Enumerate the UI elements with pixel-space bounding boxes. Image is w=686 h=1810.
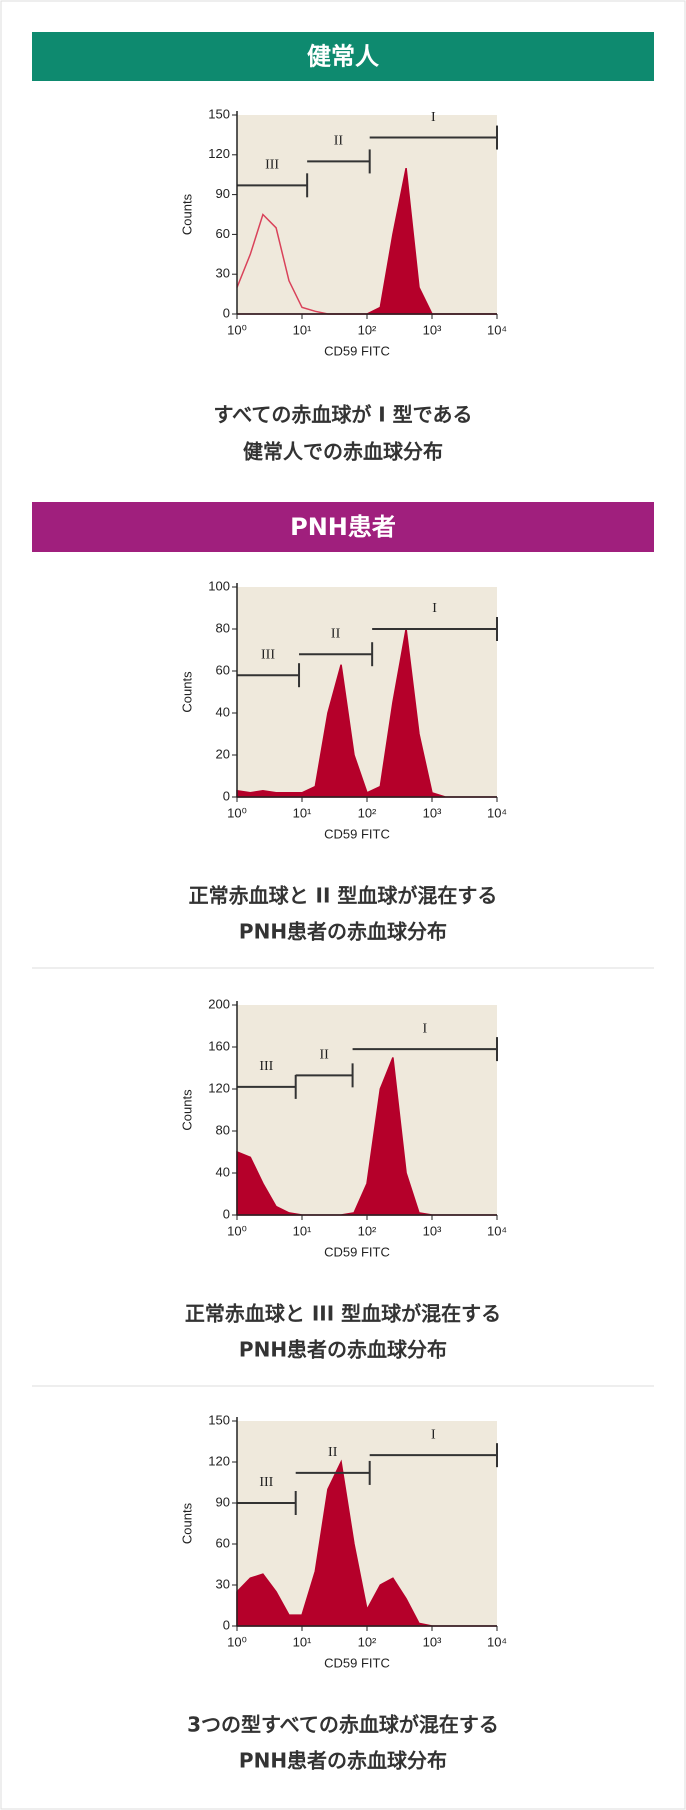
gate-label: I	[432, 601, 437, 616]
y-tick-label: 30	[216, 266, 230, 281]
caption: 健常人での赤血球分布	[243, 440, 443, 464]
caption: 正常赤血球と III 型血球が混在する	[185, 1302, 501, 1326]
x-tick-label: 10⁴	[487, 805, 507, 820]
plot-area	[237, 115, 497, 314]
gate-label: II	[319, 1048, 329, 1063]
y-axis-label: Counts	[179, 1502, 194, 1544]
y-tick-label: 150	[208, 106, 230, 121]
x-tick-label: 10¹	[293, 1634, 312, 1649]
x-tick-label: 10²	[358, 1634, 377, 1649]
gate-label: III	[261, 647, 275, 662]
y-tick-label: 0	[223, 1206, 230, 1221]
y-tick-label: 60	[216, 1535, 230, 1550]
x-tick-label: 10⁰	[227, 322, 247, 337]
gate-label: II	[328, 1445, 338, 1460]
y-axis-label: Counts	[179, 193, 194, 235]
caption: PNH患者の赤血球分布	[239, 920, 447, 944]
plot-area	[237, 587, 497, 797]
x-tick-label: 10⁴	[487, 322, 507, 337]
y-tick-label: 90	[216, 186, 230, 201]
section-header	[32, 502, 654, 552]
y-tick-label: 200	[208, 996, 230, 1011]
caption: PNH患者の赤血球分布	[239, 1749, 447, 1773]
y-tick-label: 90	[216, 1494, 230, 1509]
y-tick-label: 150	[208, 1412, 230, 1427]
x-tick-label: 10³	[423, 322, 442, 337]
y-tick-label: 20	[216, 746, 230, 761]
x-axis-label: CD59 FITC	[324, 1655, 390, 1670]
x-axis-label: CD59 FITC	[324, 826, 390, 841]
gate-label: I	[431, 110, 436, 125]
gate-label: III	[259, 1475, 273, 1490]
section-title: 健常人	[307, 43, 379, 71]
section-title: PNH患者	[290, 513, 396, 541]
y-axis-label: Counts	[179, 671, 194, 713]
x-tick-label: 10¹	[293, 1223, 312, 1238]
gate-label: I	[422, 1021, 427, 1036]
x-tick-label: 10³	[423, 1223, 442, 1238]
x-tick-label: 10⁴	[487, 1223, 507, 1238]
x-tick-label: 10⁰	[227, 1634, 247, 1649]
x-tick-label: 10²	[358, 322, 377, 337]
y-tick-label: 30	[216, 1576, 230, 1591]
y-tick-label: 80	[216, 1122, 230, 1137]
y-tick-label: 80	[216, 620, 230, 635]
y-tick-label: 160	[208, 1038, 230, 1053]
y-tick-label: 0	[223, 305, 230, 320]
gate-label: I	[431, 1427, 436, 1442]
y-tick-label: 40	[216, 704, 230, 719]
x-tick-label: 10³	[423, 805, 442, 820]
gate-label: III	[259, 1059, 273, 1074]
y-tick-label: 60	[216, 662, 230, 677]
x-axis-label: CD59 FITC	[324, 343, 390, 358]
caption: 3つの型すべての赤血球が混在する	[187, 1713, 499, 1737]
x-tick-label: 10¹	[293, 322, 312, 337]
gate-label: II	[331, 626, 341, 641]
x-tick-label: 10¹	[293, 805, 312, 820]
y-tick-label: 60	[216, 226, 230, 241]
y-tick-label: 120	[208, 1453, 230, 1468]
y-tick-label: 120	[208, 146, 230, 161]
y-tick-label: 0	[223, 1617, 230, 1632]
x-axis-label: CD59 FITC	[324, 1244, 390, 1259]
caption: PNH患者の赤血球分布	[239, 1338, 447, 1362]
x-tick-label: 10⁰	[227, 805, 247, 820]
caption: 正常赤血球と II 型血球が混在する	[189, 884, 498, 908]
x-tick-label: 10³	[423, 1634, 442, 1649]
x-tick-label: 10²	[358, 805, 377, 820]
section-header	[32, 32, 654, 81]
x-tick-label: 10²	[358, 1223, 377, 1238]
gate-label: II	[334, 134, 344, 149]
y-axis-label: Counts	[179, 1089, 194, 1131]
y-tick-label: 0	[223, 788, 230, 803]
x-tick-label: 10⁴	[487, 1634, 507, 1649]
gate-label: III	[265, 158, 279, 173]
y-tick-label: 100	[208, 578, 230, 593]
caption: すべての赤血球が I 型である	[214, 403, 473, 427]
y-tick-label: 120	[208, 1080, 230, 1095]
y-tick-label: 40	[216, 1164, 230, 1179]
x-tick-label: 10⁰	[227, 1223, 247, 1238]
